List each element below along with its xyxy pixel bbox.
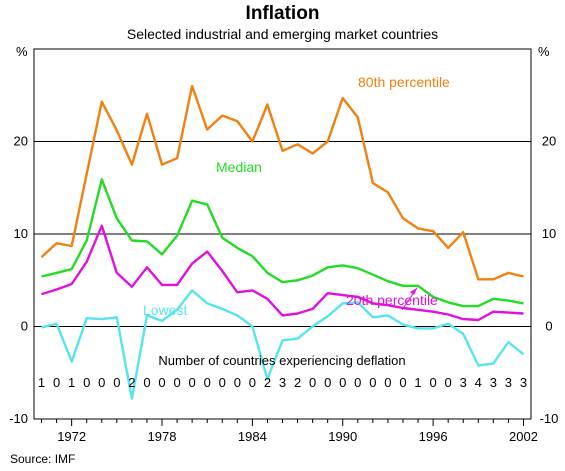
80th-percentile-line bbox=[40, 84, 524, 281]
x-tick-label: 1978 bbox=[148, 429, 177, 444]
y-tick-label-right: 0 bbox=[545, 319, 552, 334]
deflation-count: 0 bbox=[113, 375, 120, 390]
deflation-count: 1 bbox=[414, 375, 421, 390]
deflation-count: 2 bbox=[264, 375, 271, 390]
median-line bbox=[41, 178, 524, 308]
y-unit-right: % bbox=[538, 44, 550, 59]
source-note: Source: IMF bbox=[10, 452, 76, 466]
y-unit-left: % bbox=[16, 44, 28, 59]
lowest-line bbox=[41, 289, 525, 400]
deflation-count: 3 bbox=[505, 375, 512, 390]
y-tick-label-right: -10 bbox=[540, 411, 559, 426]
deflation-count: 0 bbox=[339, 375, 346, 390]
y-tick-label-left: 20 bbox=[14, 134, 28, 149]
y-tick-label-left: 0 bbox=[21, 319, 28, 334]
y-tick-label-left: -10 bbox=[9, 411, 28, 426]
deflation-count: 0 bbox=[189, 375, 196, 390]
deflation-count: 1 bbox=[38, 375, 45, 390]
y-tick-label-right: 20 bbox=[542, 134, 556, 149]
deflation-count: 0 bbox=[369, 375, 376, 390]
deflation-count: 3 bbox=[520, 375, 527, 390]
x-tick-label: 1996 bbox=[419, 429, 448, 444]
x-tick-label: 1984 bbox=[238, 429, 267, 444]
x-tick-label: 1972 bbox=[57, 429, 86, 444]
deflation-count: 3 bbox=[460, 375, 467, 390]
deflation-count: 0 bbox=[249, 375, 256, 390]
chart-subtitle: Selected industrial and emerging market … bbox=[126, 26, 439, 42]
deflation-count: 0 bbox=[399, 375, 406, 390]
lowest-label: Lowest bbox=[143, 302, 187, 318]
deflation-count: 0 bbox=[158, 375, 165, 390]
deflation-count: 0 bbox=[384, 375, 391, 390]
deflation-count: 0 bbox=[309, 375, 316, 390]
deflation-count: 2 bbox=[294, 375, 301, 390]
deflation-count: 3 bbox=[279, 375, 286, 390]
deflation-count: 0 bbox=[173, 375, 180, 390]
deflation-count: 0 bbox=[429, 375, 436, 390]
deflation-count: 0 bbox=[324, 375, 331, 390]
y-tick-label-right: 10 bbox=[542, 226, 556, 241]
20th-percentile-line bbox=[41, 224, 524, 322]
20th-percentile-label: 20th percentile bbox=[346, 292, 438, 308]
deflation-count: 0 bbox=[234, 375, 241, 390]
deflation-count: 4 bbox=[475, 375, 482, 390]
deflation-count: 3 bbox=[490, 375, 497, 390]
y-tick-label-left: 10 bbox=[14, 226, 28, 241]
series-labels: 80th percentile Median 20th percentile Lowe… bbox=[143, 74, 450, 318]
deflation-header: Number of countries experiencing deflati… bbox=[158, 353, 405, 368]
data-series bbox=[40, 84, 525, 400]
x-tick-label: 2002 bbox=[509, 429, 538, 444]
80th-percentile-label: 80th percentile bbox=[358, 74, 450, 90]
deflation-count: 0 bbox=[83, 375, 90, 390]
deflation-count: 0 bbox=[98, 375, 105, 390]
deflation-count: 1 bbox=[68, 375, 75, 390]
deflation-count: 0 bbox=[204, 375, 211, 390]
deflation-count: 0 bbox=[354, 375, 361, 390]
deflation-count: 0 bbox=[143, 375, 150, 390]
20th-percentile-label-arrowhead bbox=[410, 288, 417, 295]
deflation-count: 0 bbox=[445, 375, 452, 390]
deflation-count: 2 bbox=[128, 375, 135, 390]
median-label: Median bbox=[216, 159, 262, 175]
chart-title: Inflation bbox=[245, 3, 320, 24]
deflation-count: 0 bbox=[53, 375, 60, 390]
deflation-count: 0 bbox=[219, 375, 226, 390]
x-tick-label: 1990 bbox=[328, 429, 357, 444]
